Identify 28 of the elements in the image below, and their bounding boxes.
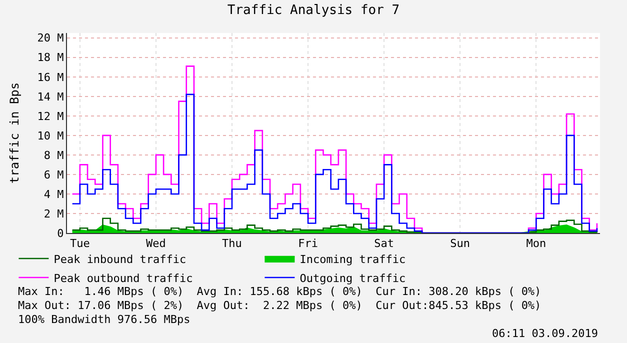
x-tick-label: Fri bbox=[298, 237, 318, 250]
y-tick-label: 2 M bbox=[44, 207, 64, 220]
text: Max Out: 17.06 MBps ( 2%) Avg Out: 2.22 MBps ( 0%) Cur Out:845.53 kBps ( 0%) bbox=[18, 299, 542, 312]
x-tick-label: Thu bbox=[222, 237, 242, 250]
text: 06:11 03.09.2019 bbox=[492, 327, 598, 340]
y-tick-label: 6 M bbox=[44, 168, 64, 182]
y-tick-label: 8 M bbox=[44, 148, 64, 162]
x-tick-label: Sat bbox=[374, 237, 394, 250]
legend-label: Incoming traffic bbox=[300, 252, 406, 266]
text: 100% Bandwidth 976.56 MBps bbox=[18, 313, 190, 326]
y-tick-label: 0 bbox=[57, 226, 64, 240]
y-tick-label: 20 M bbox=[37, 32, 64, 45]
y-tick-label: 10 M bbox=[37, 129, 64, 142]
chart-title: Traffic Analysis for 7 bbox=[227, 3, 400, 18]
y-axis-title: traffic in Bps bbox=[8, 82, 22, 184]
x-tick-label: Wed bbox=[146, 237, 166, 250]
y-tick-label: 14 M bbox=[37, 90, 64, 104]
y-tick-label: 12 M bbox=[37, 110, 64, 123]
x-tick-label: Mon bbox=[526, 237, 546, 250]
x-tick-label: Tue bbox=[70, 237, 90, 250]
x-tick-label: Sun bbox=[450, 237, 470, 250]
y-tick-label: 16 M bbox=[37, 70, 64, 84]
legend-label: Peak outbound traffic bbox=[54, 272, 193, 285]
text: Max In: 1.46 MBps ( 0%) Avg In: 155.68 kBps ( 0%) Cur In: 308.20 kBps ( 0%) bbox=[18, 285, 542, 298]
y-tick-label: 4 M bbox=[44, 188, 64, 201]
legend-label: Outgoing traffic bbox=[300, 272, 406, 285]
y-tick-label: 18 M bbox=[37, 51, 64, 64]
legend-label: Peak inbound traffic bbox=[54, 252, 186, 266]
